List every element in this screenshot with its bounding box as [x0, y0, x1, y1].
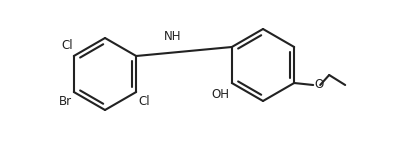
Text: Br: Br	[59, 95, 72, 108]
Text: O: O	[314, 79, 324, 92]
Text: NH: NH	[164, 30, 181, 43]
Text: Cl: Cl	[138, 95, 150, 108]
Text: Cl: Cl	[61, 39, 73, 52]
Text: OH: OH	[212, 88, 230, 101]
